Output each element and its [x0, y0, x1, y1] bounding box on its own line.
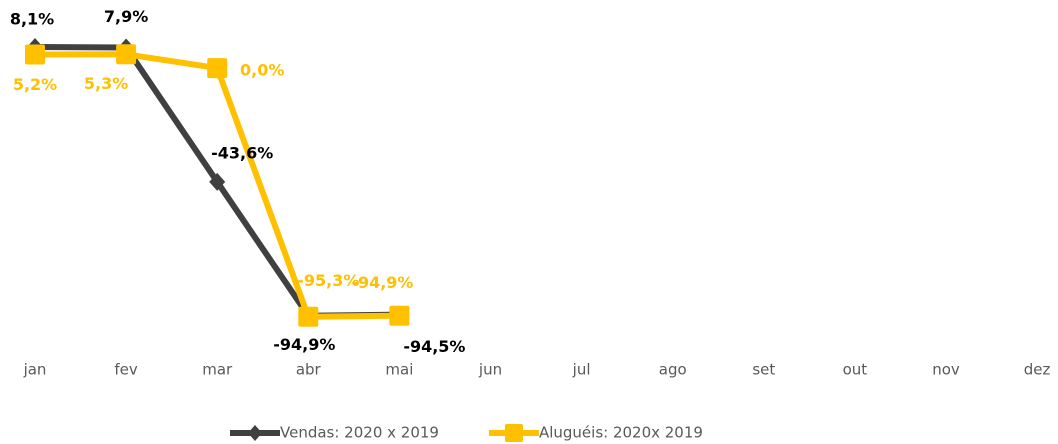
marker	[116, 44, 137, 65]
x-tick-label: dez	[1024, 361, 1051, 379]
legend-label: Aluguéis: 2020x 2019	[539, 424, 703, 442]
data-label: -94,5%	[403, 337, 465, 356]
x-tick-label: jul	[572, 361, 591, 379]
marker	[207, 58, 228, 79]
marker	[25, 44, 45, 65]
data-label: -43,6%	[211, 143, 273, 162]
x-tick-label: fev	[114, 361, 138, 379]
data-label: 8,1%	[10, 9, 54, 28]
x-tick-label: mai	[385, 361, 413, 379]
legend-marker	[504, 424, 523, 442]
x-tick-label: jan	[23, 361, 47, 379]
marker	[298, 306, 319, 327]
data-label: -94,9%	[273, 335, 335, 354]
data-label: -95,3%	[297, 271, 359, 290]
data-label: 0,0%	[240, 61, 284, 80]
data-label: 5,2%	[13, 75, 57, 94]
x-tick-label: set	[752, 361, 775, 379]
data-label: 5,3%	[84, 74, 128, 93]
x-tick-label: ago	[659, 361, 687, 379]
data-label: 7,9%	[104, 7, 148, 26]
marker	[209, 172, 226, 191]
x-tick-label: nov	[932, 361, 960, 379]
marker	[389, 305, 410, 326]
x-tick-label: out	[843, 361, 868, 379]
x-tick-label: mar	[202, 361, 233, 379]
x-tick-label: jun	[478, 361, 502, 379]
legend-label: Vendas: 2020 x 2019	[280, 424, 439, 442]
x-tick-label: abr	[296, 361, 322, 379]
legend-marker	[248, 425, 262, 441]
data-label: -94,9%	[351, 273, 413, 292]
